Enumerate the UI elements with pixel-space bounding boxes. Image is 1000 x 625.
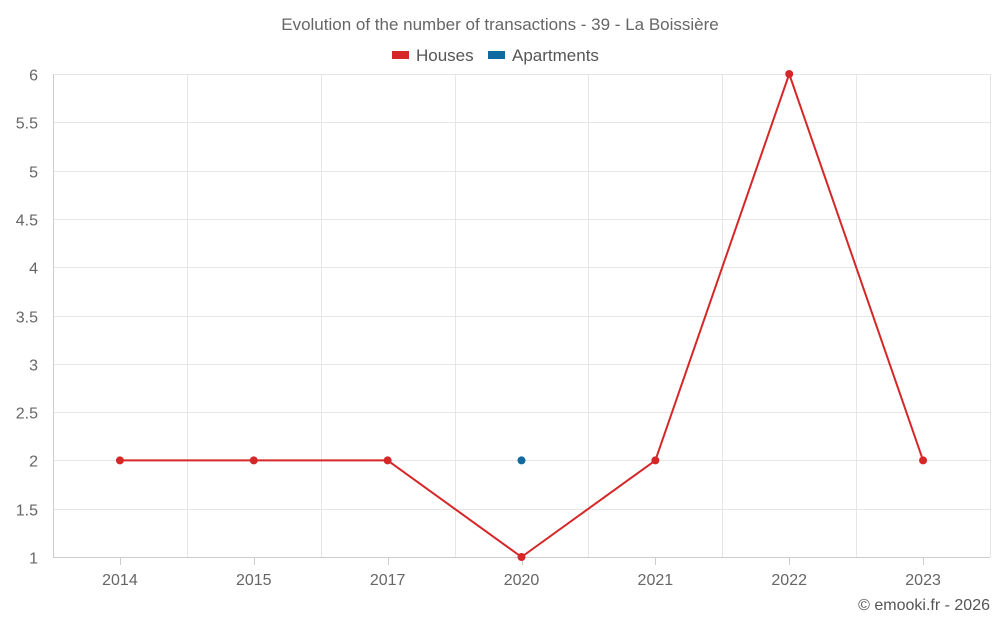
chart-title: Evolution of the number of transactions … [281, 15, 719, 34]
grid [53, 74, 991, 558]
credit-text: © emooki.fr - 2026 [858, 597, 990, 614]
y-tick-label: 1.5 [16, 503, 38, 520]
legend-swatch-houses [392, 51, 409, 59]
y-axis: 1 1.5 2 2.5 3 3.5 4 4.5 5 5.5 6 [16, 68, 54, 568]
data-point-apartments-2020[interactable] [517, 456, 526, 465]
y-tick-label: 1 [29, 551, 38, 568]
y-tick-label: 4.5 [16, 213, 38, 230]
x-tick-label: 2021 [638, 572, 674, 589]
y-tick-label: 5.5 [16, 116, 38, 133]
data-point-houses-2015[interactable] [249, 456, 258, 465]
x-tick-label: 2017 [370, 572, 406, 589]
y-tick-label: 4 [29, 261, 38, 278]
data-point-houses-2017[interactable] [383, 456, 392, 465]
x-tick-label: 2015 [236, 572, 272, 589]
data-point-houses-2014[interactable] [115, 456, 124, 465]
x-tick-label: 2022 [771, 572, 807, 589]
x-axis: 2014 2015 2017 2020 2021 2022 2023 [53, 557, 990, 589]
y-tick-label: 3.5 [16, 310, 38, 327]
plot-area [115, 70, 928, 561]
data-point-houses-2021[interactable] [651, 456, 660, 465]
series-line-houses [119, 73, 925, 558]
legend-label-apartments[interactable]: Apartments [512, 46, 599, 65]
legend: Houses Apartments [392, 46, 599, 65]
x-tick-label: 2023 [905, 572, 941, 589]
x-tick-label: 2020 [504, 572, 540, 589]
data-point-houses-2022[interactable] [785, 70, 794, 78]
data-point-houses-2020[interactable] [517, 553, 526, 561]
y-tick-label: 2 [29, 454, 38, 471]
y-tick-label: 6 [29, 68, 38, 85]
y-tick-label: 2.5 [16, 406, 38, 423]
y-tick-label: 3 [29, 358, 38, 375]
legend-label-houses[interactable]: Houses [416, 46, 474, 65]
y-tick-label: 5 [29, 165, 38, 182]
legend-swatch-apartments [488, 51, 505, 59]
data-point-houses-2023[interactable] [919, 456, 928, 465]
x-tick-label: 2014 [102, 572, 138, 589]
